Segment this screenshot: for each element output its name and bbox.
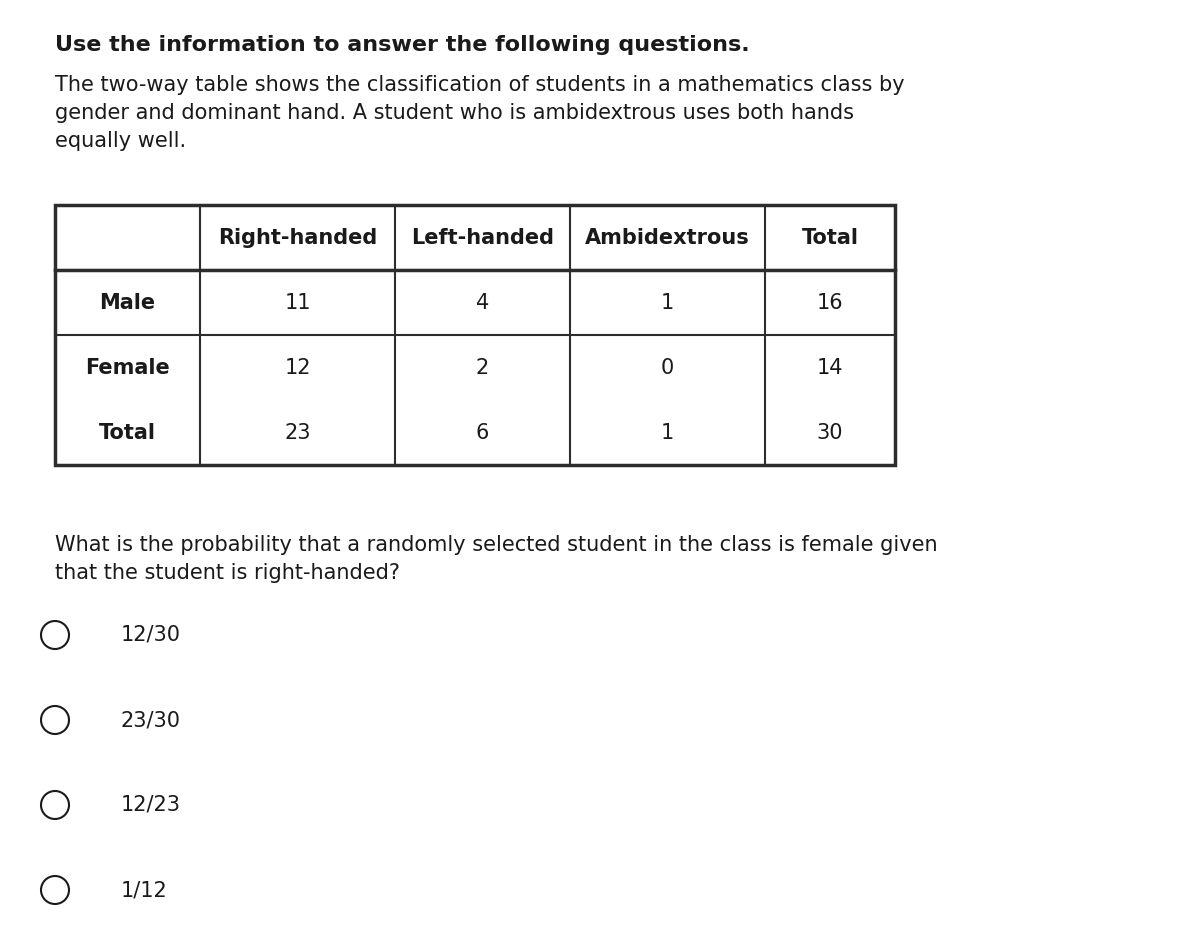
Text: 11: 11 [284,293,311,313]
Text: equally well.: equally well. [55,131,186,151]
Text: 12/30: 12/30 [121,625,181,645]
Text: 0: 0 [661,357,674,377]
Text: 1/12: 1/12 [121,880,168,900]
Text: Male: Male [100,293,156,313]
Text: 14: 14 [817,357,844,377]
Text: 6: 6 [476,423,490,443]
Text: that the student is right-handed?: that the student is right-handed? [55,563,400,583]
Text: The two-way table shows the classification of students in a mathematics class by: The two-way table shows the classificati… [55,75,905,95]
Text: 16: 16 [817,293,844,313]
Text: Total: Total [98,423,156,443]
Text: Right-handed: Right-handed [218,228,377,247]
Text: Female: Female [85,357,170,377]
Text: 23/30: 23/30 [121,710,181,730]
Text: Use the information to answer the following questions.: Use the information to answer the follow… [55,35,750,55]
Text: 2: 2 [476,357,490,377]
Text: 23: 23 [284,423,311,443]
Text: 4: 4 [476,293,490,313]
Text: 1: 1 [661,293,674,313]
Text: Total: Total [802,228,858,247]
Text: What is the probability that a randomly selected student in the class is female : What is the probability that a randomly … [55,535,937,555]
Text: 12/23: 12/23 [121,795,181,815]
Bar [55,205,895,465]
Text: Left-handed: Left-handed [410,228,554,247]
Text: 30: 30 [817,423,844,443]
Text: 12: 12 [284,357,311,377]
Text: Ambidextrous: Ambidextrous [586,228,750,247]
Text: 1: 1 [661,423,674,443]
Text: gender and dominant hand. A student who is ambidextrous uses both hands: gender and dominant hand. A student who … [55,103,854,123]
